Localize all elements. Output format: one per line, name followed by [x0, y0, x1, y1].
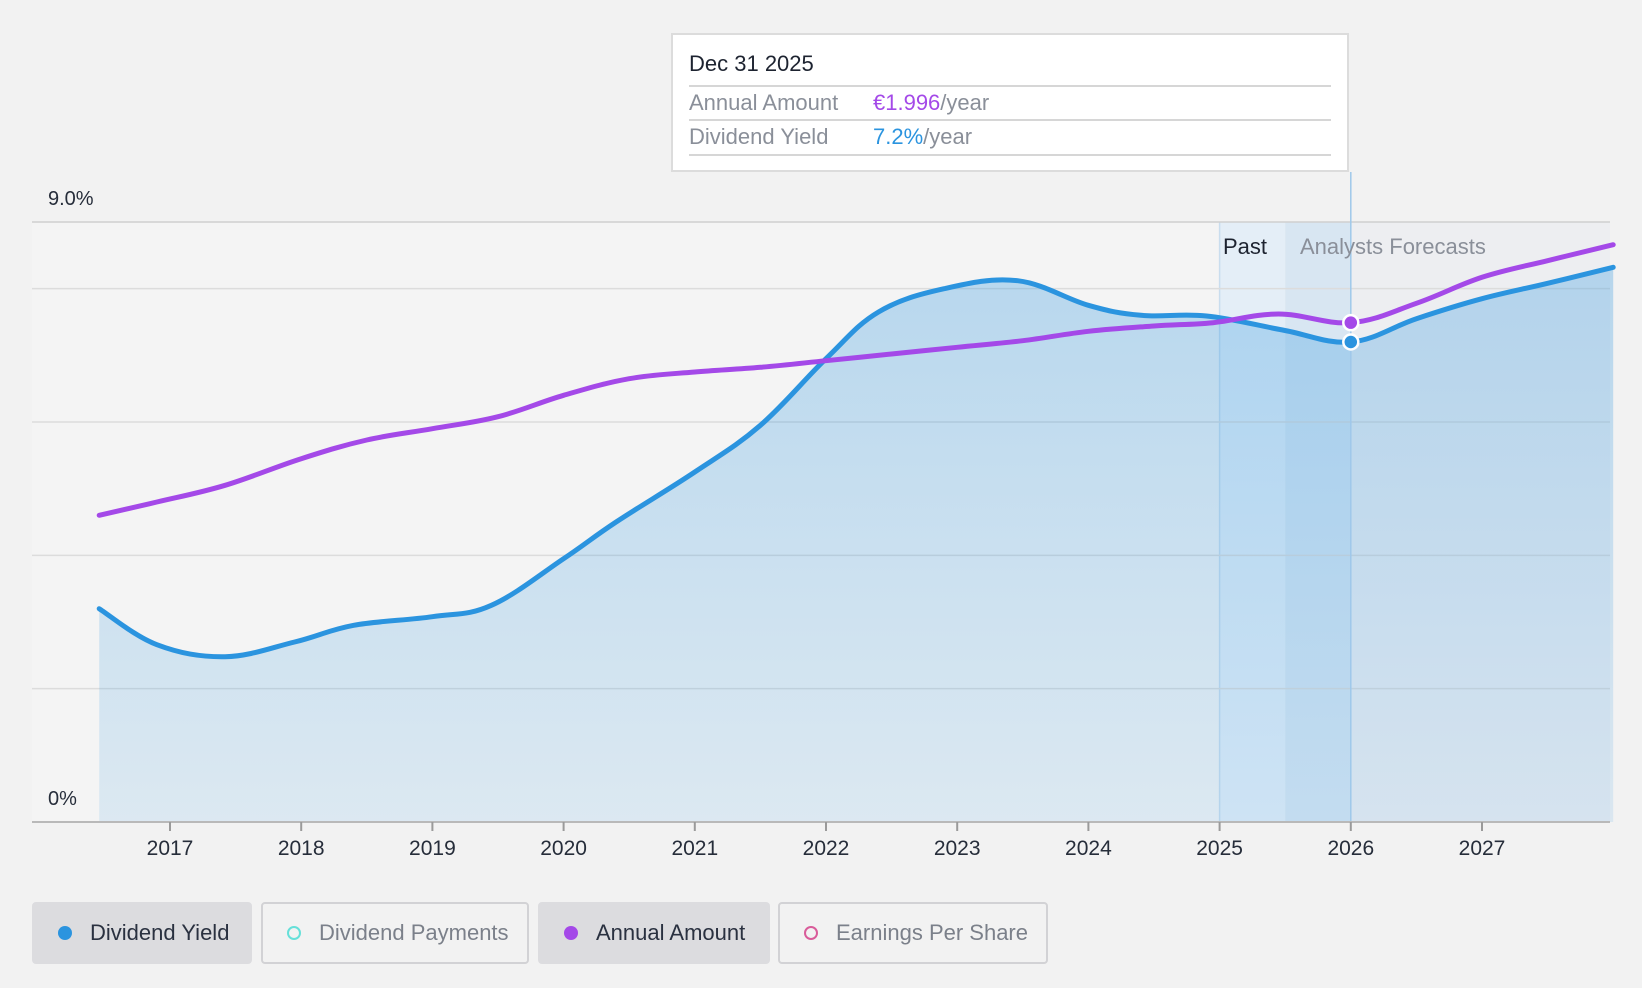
dividend-yield-highlight-point	[1342, 333, 1360, 351]
tooltip-suffix: /year	[940, 90, 990, 115]
tooltip-value: €1.996	[873, 90, 941, 115]
chart-tooltip: Dec 31 2025 Annual Amount €1.996/year Div…	[671, 33, 1349, 172]
x-tick-label: 2022	[803, 837, 850, 860]
x-tick-label: 2025	[1196, 837, 1243, 860]
x-tick-label: 2023	[934, 837, 981, 860]
dividend-yield-area	[99, 267, 1614, 822]
legend-label: Annual Amount	[596, 920, 746, 945]
legend-earnings-per-share-button[interactable]: Earnings Per Share	[778, 902, 1048, 964]
x-tick-label: 2017	[147, 837, 194, 860]
legend-label: Earnings Per Share	[836, 920, 1028, 945]
legend-dividend-yield-button[interactable]: Dividend Yield	[32, 902, 252, 964]
past-region-label: Past	[1223, 234, 1267, 259]
x-tick-label: 2020	[540, 837, 587, 860]
forecast-region-label: Analysts Forecasts	[1300, 234, 1486, 259]
legend-label: Dividend Yield	[90, 920, 230, 945]
tooltip-row-dividend-yield: Dividend Yield 7.2%/year	[689, 124, 972, 150]
tooltip-divider	[689, 154, 1331, 156]
annual-amount-highlight-point	[1342, 313, 1360, 332]
y-axis-top-label: 9.0%	[48, 188, 94, 210]
legend-dot-icon	[804, 926, 818, 940]
tooltip-label: Annual Amount	[689, 90, 839, 115]
tooltip-label: Dividend Yield	[689, 124, 829, 149]
tooltip-divider	[689, 119, 1331, 121]
legend-dividend-payments-button[interactable]: Dividend Payments	[261, 902, 529, 964]
annual-amount-line	[96, 242, 1616, 518]
tooltip-value: 7.2%	[873, 124, 924, 149]
y-axis-bottom-label: 0%	[48, 788, 77, 810]
tooltip-suffix: /year	[923, 124, 973, 149]
x-tick-label: 2027	[1459, 837, 1506, 860]
legend-dot-icon	[564, 926, 578, 940]
legend-dot-icon	[287, 926, 301, 940]
tooltip-divider	[689, 85, 1331, 87]
legend-label: Dividend Payments	[319, 920, 509, 945]
tooltip-row-annual-amount: Annual Amount €1.996/year	[689, 90, 989, 116]
x-tick-label: 2019	[409, 837, 456, 860]
x-tick-label: 2018	[278, 837, 325, 860]
x-tick-label: 2024	[1065, 837, 1112, 860]
legend-annual-amount-button[interactable]: Annual Amount	[538, 902, 770, 964]
legend-dot-icon	[58, 926, 72, 940]
tooltip-date: Dec 31 2025	[689, 51, 814, 76]
x-tick-label: 2026	[1327, 837, 1374, 860]
x-tick-label: 2021	[671, 837, 718, 860]
